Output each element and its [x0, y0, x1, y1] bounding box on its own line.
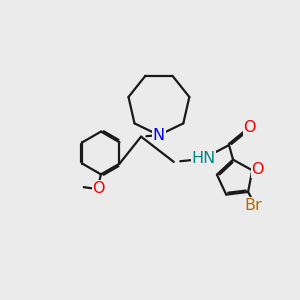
- Text: N: N: [153, 128, 165, 142]
- Text: Br: Br: [244, 198, 262, 213]
- Text: O: O: [243, 120, 256, 135]
- Text: HN: HN: [191, 151, 216, 166]
- Text: O: O: [92, 181, 105, 196]
- Text: O: O: [251, 162, 264, 177]
